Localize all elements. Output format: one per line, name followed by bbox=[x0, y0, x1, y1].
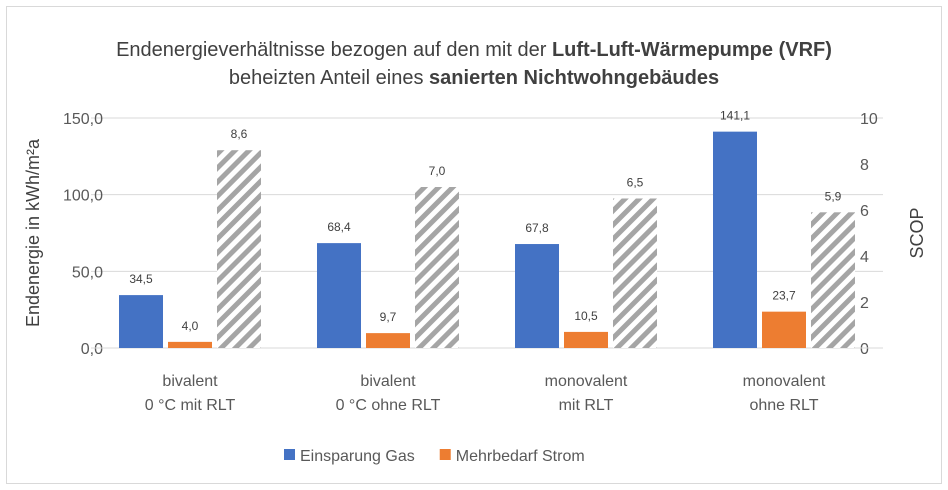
data-label: 68,4 bbox=[327, 220, 351, 234]
y-tick-label: 100,0 bbox=[63, 188, 103, 205]
y2-tick-label: 6 bbox=[860, 203, 869, 220]
data-label: 8,6 bbox=[231, 127, 248, 141]
bar bbox=[119, 295, 163, 348]
data-label: 6,5 bbox=[627, 176, 644, 190]
data-label: 23,7 bbox=[772, 289, 796, 303]
x-tick-label: bivalent bbox=[360, 373, 416, 390]
x-tick-label: ohne RLT bbox=[749, 397, 818, 414]
bar bbox=[762, 311, 806, 348]
data-label: 10,5 bbox=[574, 309, 598, 323]
y-tick-label: 50,0 bbox=[72, 264, 103, 281]
chart-title: Endenergieverhältnisse bezogen auf den m… bbox=[116, 39, 832, 61]
y2-tick-label: 0 bbox=[860, 341, 869, 358]
y2-tick-label: 4 bbox=[860, 249, 869, 266]
y-tick-label: 150,0 bbox=[63, 111, 103, 128]
bar bbox=[613, 198, 657, 348]
bar bbox=[217, 150, 261, 348]
x-tick-label: 0 °C ohne RLT bbox=[336, 397, 441, 414]
data-label: 5,9 bbox=[825, 189, 842, 203]
y2-tick-label: 2 bbox=[860, 295, 869, 312]
y2-axis-label: SCOP bbox=[907, 207, 927, 258]
x-tick-label: monovalent bbox=[545, 373, 628, 390]
bar bbox=[168, 341, 212, 348]
x-tick-label: 0 °C mit RLT bbox=[145, 397, 236, 414]
bar bbox=[317, 243, 361, 348]
y-axis-label: Endenergie in kWh/m²a bbox=[23, 138, 43, 327]
data-label: 7,0 bbox=[429, 164, 446, 178]
bar bbox=[515, 244, 559, 348]
data-label: 67,8 bbox=[525, 221, 549, 235]
data-label: 4,0 bbox=[182, 319, 199, 333]
legend-label: Einsparung Gas bbox=[300, 448, 415, 465]
legend-swatch bbox=[284, 449, 295, 460]
bar bbox=[811, 212, 855, 348]
chart-border bbox=[6, 6, 942, 484]
y2-tick-label: 10 bbox=[860, 111, 878, 128]
bar bbox=[564, 331, 608, 348]
y-tick-label: 0,0 bbox=[81, 341, 103, 358]
x-tick-label: bivalent bbox=[162, 373, 218, 390]
bar bbox=[415, 187, 459, 348]
data-label: 34,5 bbox=[129, 272, 153, 286]
data-label: 141,1 bbox=[720, 109, 750, 123]
bar bbox=[713, 131, 757, 348]
y2-tick-label: 8 bbox=[860, 157, 869, 174]
title-part: Endenergieverhältnisse bezogen auf den m… bbox=[116, 39, 552, 61]
x-tick-label: mit RLT bbox=[559, 397, 614, 414]
chart-title: beheizten Anteil eines sanierten Nichtwo… bbox=[229, 67, 719, 89]
x-tick-label: monovalent bbox=[743, 373, 826, 390]
title-part: sanierten Nichtwohngebäudes bbox=[429, 67, 719, 89]
legend-label: Mehrbedarf Strom bbox=[456, 448, 585, 465]
legend-swatch bbox=[439, 449, 451, 460]
data-label: 9,7 bbox=[380, 310, 397, 324]
bar bbox=[366, 333, 410, 348]
title-part: Luft-Luft-Wärmepumpe (VRF) bbox=[552, 39, 832, 61]
title-part: beheizten Anteil eines bbox=[229, 67, 429, 89]
